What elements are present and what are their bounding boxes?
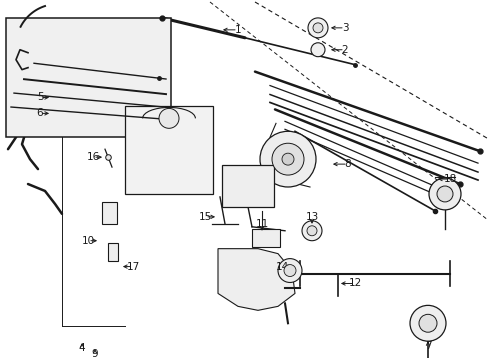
- Text: 18: 18: [443, 174, 456, 184]
- Bar: [222, 165, 273, 207]
- Text: 1: 1: [234, 25, 241, 35]
- Circle shape: [282, 153, 293, 165]
- Text: 6: 6: [37, 108, 43, 118]
- Text: 12: 12: [347, 279, 361, 288]
- Circle shape: [307, 18, 327, 38]
- Circle shape: [418, 314, 436, 332]
- Text: 9: 9: [92, 349, 98, 359]
- Circle shape: [409, 305, 445, 341]
- Text: 11: 11: [255, 219, 268, 229]
- Bar: [251, 229, 280, 247]
- Circle shape: [278, 258, 302, 283]
- Circle shape: [306, 226, 316, 236]
- Circle shape: [312, 23, 323, 33]
- Text: 15: 15: [198, 212, 211, 222]
- Circle shape: [260, 131, 315, 187]
- Bar: [108, 243, 118, 261]
- Text: 17: 17: [126, 262, 140, 271]
- Text: 14: 14: [275, 262, 288, 271]
- Circle shape: [159, 108, 179, 128]
- Circle shape: [310, 43, 325, 57]
- Bar: [6, 18, 171, 137]
- Text: 10: 10: [81, 236, 94, 246]
- Circle shape: [436, 186, 452, 202]
- Bar: [102, 202, 117, 224]
- Text: 3: 3: [341, 23, 347, 33]
- Polygon shape: [218, 249, 294, 310]
- Text: 13: 13: [305, 212, 318, 222]
- Text: 16: 16: [86, 152, 100, 162]
- Text: 7: 7: [424, 341, 430, 351]
- Text: 5: 5: [37, 93, 43, 103]
- Text: 2: 2: [341, 45, 347, 55]
- Bar: [125, 107, 213, 194]
- Circle shape: [284, 265, 295, 276]
- Circle shape: [428, 178, 460, 210]
- Text: 4: 4: [79, 343, 85, 353]
- Circle shape: [271, 143, 304, 175]
- Circle shape: [302, 221, 321, 241]
- Text: 8: 8: [344, 159, 350, 169]
